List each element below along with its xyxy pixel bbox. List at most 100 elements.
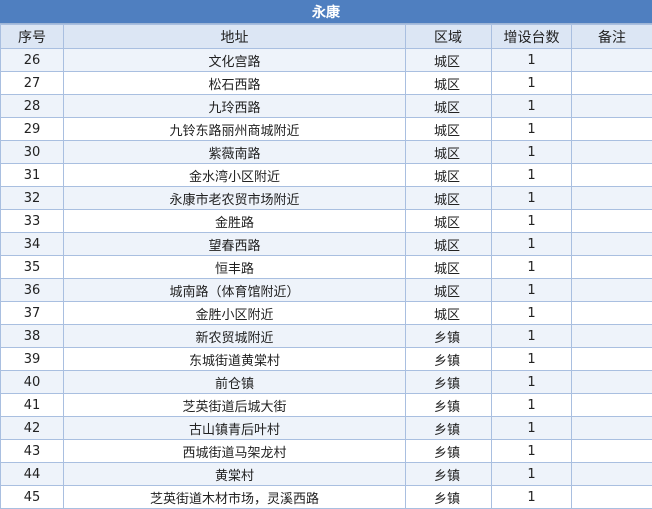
cell-area: 城区 <box>406 233 492 256</box>
cell-note <box>572 371 652 394</box>
cell-count: 1 <box>492 233 572 256</box>
cell-no: 42 <box>1 417 64 440</box>
cell-note <box>572 118 652 141</box>
cell-address: 紫薇南路 <box>64 141 406 164</box>
cell-note <box>572 187 652 210</box>
cell-area: 城区 <box>406 256 492 279</box>
cell-count: 1 <box>492 256 572 279</box>
cell-count: 1 <box>492 141 572 164</box>
cell-area: 城区 <box>406 118 492 141</box>
cell-address: 金胜小区附近 <box>64 302 406 325</box>
cell-count: 1 <box>492 118 572 141</box>
cell-no: 40 <box>1 371 64 394</box>
cell-count: 1 <box>492 394 572 417</box>
cell-no: 39 <box>1 348 64 371</box>
header-note: 备注 <box>572 25 652 49</box>
cell-count: 1 <box>492 325 572 348</box>
cell-no: 41 <box>1 394 64 417</box>
cell-no: 36 <box>1 279 64 302</box>
header-count: 增设台数 <box>492 25 572 49</box>
cell-area: 乡镇 <box>406 486 492 509</box>
cell-address: 芝英街道后城大街 <box>64 394 406 417</box>
cell-area: 城区 <box>406 279 492 302</box>
cell-count: 1 <box>492 210 572 233</box>
cell-note <box>572 325 652 348</box>
cell-area: 城区 <box>406 187 492 210</box>
cell-count: 1 <box>492 463 572 486</box>
cell-no: 33 <box>1 210 64 233</box>
cell-address: 文化宫路 <box>64 49 406 72</box>
cell-note <box>572 49 652 72</box>
cell-count: 1 <box>492 49 572 72</box>
cell-address: 金胜路 <box>64 210 406 233</box>
cell-note <box>572 348 652 371</box>
header-row: 序号 地址 区域 增设台数 备注 <box>1 25 652 49</box>
cell-address: 东城街道黄棠村 <box>64 348 406 371</box>
cell-area: 城区 <box>406 141 492 164</box>
cell-no: 44 <box>1 463 64 486</box>
cell-address: 九玲西路 <box>64 95 406 118</box>
cell-area: 城区 <box>406 72 492 95</box>
header-address: 地址 <box>64 25 406 49</box>
cell-no: 38 <box>1 325 64 348</box>
cell-area: 城区 <box>406 210 492 233</box>
cell-count: 1 <box>492 417 572 440</box>
cell-area: 乡镇 <box>406 325 492 348</box>
cell-no: 27 <box>1 72 64 95</box>
cell-area: 城区 <box>406 49 492 72</box>
cell-no: 26 <box>1 49 64 72</box>
cell-note <box>572 72 652 95</box>
cell-address: 西城街道马架龙村 <box>64 440 406 463</box>
cell-note <box>572 463 652 486</box>
cell-address: 恒丰路 <box>64 256 406 279</box>
cell-no: 31 <box>1 164 64 187</box>
cell-no: 30 <box>1 141 64 164</box>
cell-count: 1 <box>492 486 572 509</box>
cell-address: 前仓镇 <box>64 371 406 394</box>
cell-note <box>572 302 652 325</box>
cell-no: 28 <box>1 95 64 118</box>
cell-note <box>572 210 652 233</box>
cell-no: 43 <box>1 440 64 463</box>
cell-address: 新农贸城附近 <box>64 325 406 348</box>
cell-area: 乡镇 <box>406 371 492 394</box>
header-no: 序号 <box>1 25 64 49</box>
cell-note <box>572 486 652 509</box>
cell-note <box>572 394 652 417</box>
cell-note <box>572 417 652 440</box>
cell-count: 1 <box>492 440 572 463</box>
cell-note <box>572 440 652 463</box>
cell-note <box>572 141 652 164</box>
cell-note <box>572 233 652 256</box>
cell-count: 1 <box>492 302 572 325</box>
cell-no: 45 <box>1 486 64 509</box>
cell-area: 乡镇 <box>406 440 492 463</box>
cell-note <box>572 95 652 118</box>
cell-count: 1 <box>492 279 572 302</box>
cell-no: 29 <box>1 118 64 141</box>
cell-no: 34 <box>1 233 64 256</box>
cell-area: 城区 <box>406 302 492 325</box>
header-area: 区域 <box>406 25 492 49</box>
cell-no: 35 <box>1 256 64 279</box>
cell-area: 城区 <box>406 164 492 187</box>
cell-area: 乡镇 <box>406 417 492 440</box>
cell-count: 1 <box>492 187 572 210</box>
table-title: 永康 <box>0 0 652 24</box>
cell-no: 37 <box>1 302 64 325</box>
cell-count: 1 <box>492 348 572 371</box>
